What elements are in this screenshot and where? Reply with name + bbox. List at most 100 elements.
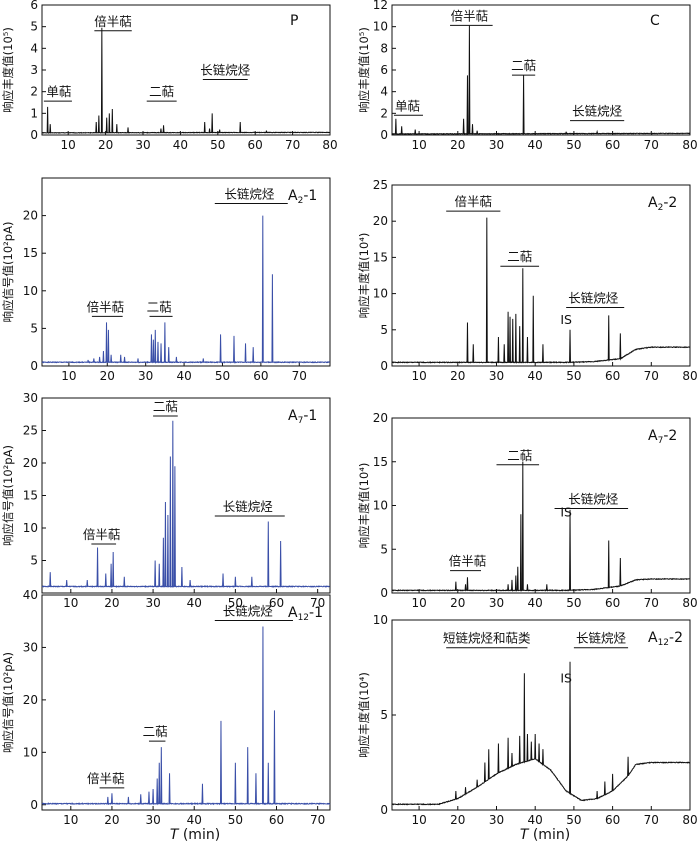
y-tick-label: 12 xyxy=(373,0,388,12)
y-axis-label: 响应丰度值(10⁵) xyxy=(1,27,15,113)
chart-panel-c: 10 20 30 40 50 60 70 80 0 2 4 6 8 10 12 响应丰度值(10⁵) C 单萜 倍半… xyxy=(357,0,698,152)
peak-group-label: 长链烷烃 xyxy=(223,499,274,514)
x-tick-label: 80 xyxy=(682,596,697,610)
plot-frame xyxy=(41,397,331,594)
chart-panel-a2-2: 10 20 30 40 50 60 70 80 0 5 10 15 20 25 响应丰度值(10⁴) A2-2… xyxy=(357,178,698,383)
plot-frame xyxy=(391,417,691,594)
y-tick-label: 15 xyxy=(23,489,38,503)
y-tick-label: 20 xyxy=(373,411,388,425)
chromatogram-trace xyxy=(391,461,691,592)
plot-frame xyxy=(391,184,691,367)
peak-group-label: 二萜 xyxy=(147,299,172,314)
y-tick-label: 6 xyxy=(30,0,38,12)
panel-label: A7-1 xyxy=(288,408,317,426)
x-tick-label: 40 xyxy=(528,813,543,827)
x-tick-label: 70 xyxy=(644,596,659,610)
chromatogram-trace xyxy=(391,217,691,364)
y-tick-label: 4 xyxy=(30,41,38,55)
x-tick-label: 50 xyxy=(566,596,581,610)
peak-group-label: 长链烷烃 xyxy=(200,63,251,78)
y-tick-label: 0 xyxy=(30,359,38,373)
y-tick-label: 5 xyxy=(30,20,38,34)
y-tick-label: 20 xyxy=(23,693,38,707)
y-tick-label: 20 xyxy=(23,456,38,470)
x-tick-label: 10 xyxy=(411,813,426,827)
chart-panel-p: 10 20 30 40 50 60 70 80 0 1 2 3 4 5 6 响应丰度值(10⁵) P 单萜 倍半萜二… xyxy=(1,0,338,152)
y-tick-label: 10 xyxy=(23,745,38,759)
peak-group-label: 二萜 xyxy=(153,399,178,414)
peak-group-label: 倍半萜 xyxy=(87,299,125,314)
y-tick-label: 0 xyxy=(30,128,38,142)
y-tick-label: 0 xyxy=(380,803,388,817)
x-tick-label: 40 xyxy=(528,369,543,383)
y-axis-label: 响应丰度值(10⁴) xyxy=(357,233,371,319)
x-tick-label: 30 xyxy=(135,138,150,152)
y-tick-label: 15 xyxy=(373,455,388,469)
peak-group-label: 长链烷烃 xyxy=(568,290,619,305)
chart-panel-a7-1: 10 20 30 40 50 60 70 5 10 15 20 25 30 响应信号值(10²pA) A7-… xyxy=(1,391,331,610)
y-tick-label: 10 xyxy=(373,20,388,34)
peak-group-label: 二萜 xyxy=(511,58,536,73)
x-tick-label: 20 xyxy=(450,596,465,610)
peak-group-label: IS xyxy=(560,312,572,327)
y-tick-label: 0 xyxy=(380,586,388,600)
peak-group-label: 二萜 xyxy=(143,724,168,739)
x-tick-label: 60 xyxy=(253,369,268,383)
x-tick-label: 20 xyxy=(100,369,115,383)
peak-group-label: 长链烷烃 xyxy=(224,187,275,202)
peak-group-label: 长链烷烃 xyxy=(568,492,619,507)
y-axis-label: 响应丰度值(10⁵) xyxy=(357,27,371,113)
panel-label: A2-1 xyxy=(288,188,317,206)
y-tick-label: 15 xyxy=(23,246,38,260)
y-tick-label: 30 xyxy=(23,640,38,654)
x-tick-label: 20 xyxy=(104,596,119,610)
chromatogram-trace xyxy=(41,27,331,134)
y-tick-label: 5 xyxy=(380,708,388,722)
y-axis-label: 响应信号值(10²pA) xyxy=(1,445,15,546)
y-tick-label: 6 xyxy=(380,63,388,77)
panel-label: A2-2 xyxy=(648,195,677,213)
x-tick-label: 60 xyxy=(605,596,620,610)
x-tick-label: 30 xyxy=(138,369,153,383)
x-tick-label: 60 xyxy=(605,369,620,383)
plot-frame xyxy=(391,619,691,811)
peak-group-label: 长链烷烃 xyxy=(572,104,623,119)
x-tick-label: 30 xyxy=(489,369,504,383)
x-tick-label: 50 xyxy=(566,369,581,383)
peak-group-label: 短链烷烃和萜类 xyxy=(443,631,531,646)
x-tick-label: 20 xyxy=(104,813,119,827)
y-tick-label: 2 xyxy=(30,85,38,99)
x-tick-label: 50 xyxy=(566,138,581,152)
peak-group-label: 长链烷烃 xyxy=(223,604,274,619)
chromatogram-trace xyxy=(41,215,331,364)
x-tick-label: 80 xyxy=(322,138,337,152)
x-tick-label: 10 xyxy=(411,369,426,383)
x-tick-label: 20 xyxy=(450,369,465,383)
y-tick-label: 5 xyxy=(30,554,38,568)
x-tick-label: 40 xyxy=(176,369,191,383)
peak-group-label: 单萜 xyxy=(46,84,71,99)
y-tick-label: 4 xyxy=(380,85,388,99)
peak-group-label: 倍半萜 xyxy=(455,194,493,209)
x-tick-label: 30 xyxy=(145,813,160,827)
x-tick-label: 40 xyxy=(187,596,202,610)
panel-label: A12-2 xyxy=(648,630,683,648)
x-tick-label: 80 xyxy=(682,369,697,383)
y-tick-label: 10 xyxy=(373,287,388,301)
x-tick-label: 10 xyxy=(63,813,78,827)
panel-label: A7-2 xyxy=(648,428,677,446)
x-tick-label: 30 xyxy=(489,596,504,610)
peak-group-label: 倍半萜 xyxy=(94,14,132,29)
x-tick-label: 70 xyxy=(310,596,325,610)
peak-group-label: 倍半萜 xyxy=(87,771,125,786)
x-tick-label: 70 xyxy=(644,138,659,152)
y-tick-label: 0 xyxy=(380,128,388,142)
x-tick-label: 50 xyxy=(566,813,581,827)
x-tick-label: 80 xyxy=(682,813,697,827)
panel-label: A12-1 xyxy=(288,605,323,623)
peak-group-label: 二萜 xyxy=(507,249,532,264)
x-tick-label: 40 xyxy=(528,138,543,152)
x-axis-title: T (min) xyxy=(170,827,220,843)
y-tick-label: 10 xyxy=(373,499,388,513)
